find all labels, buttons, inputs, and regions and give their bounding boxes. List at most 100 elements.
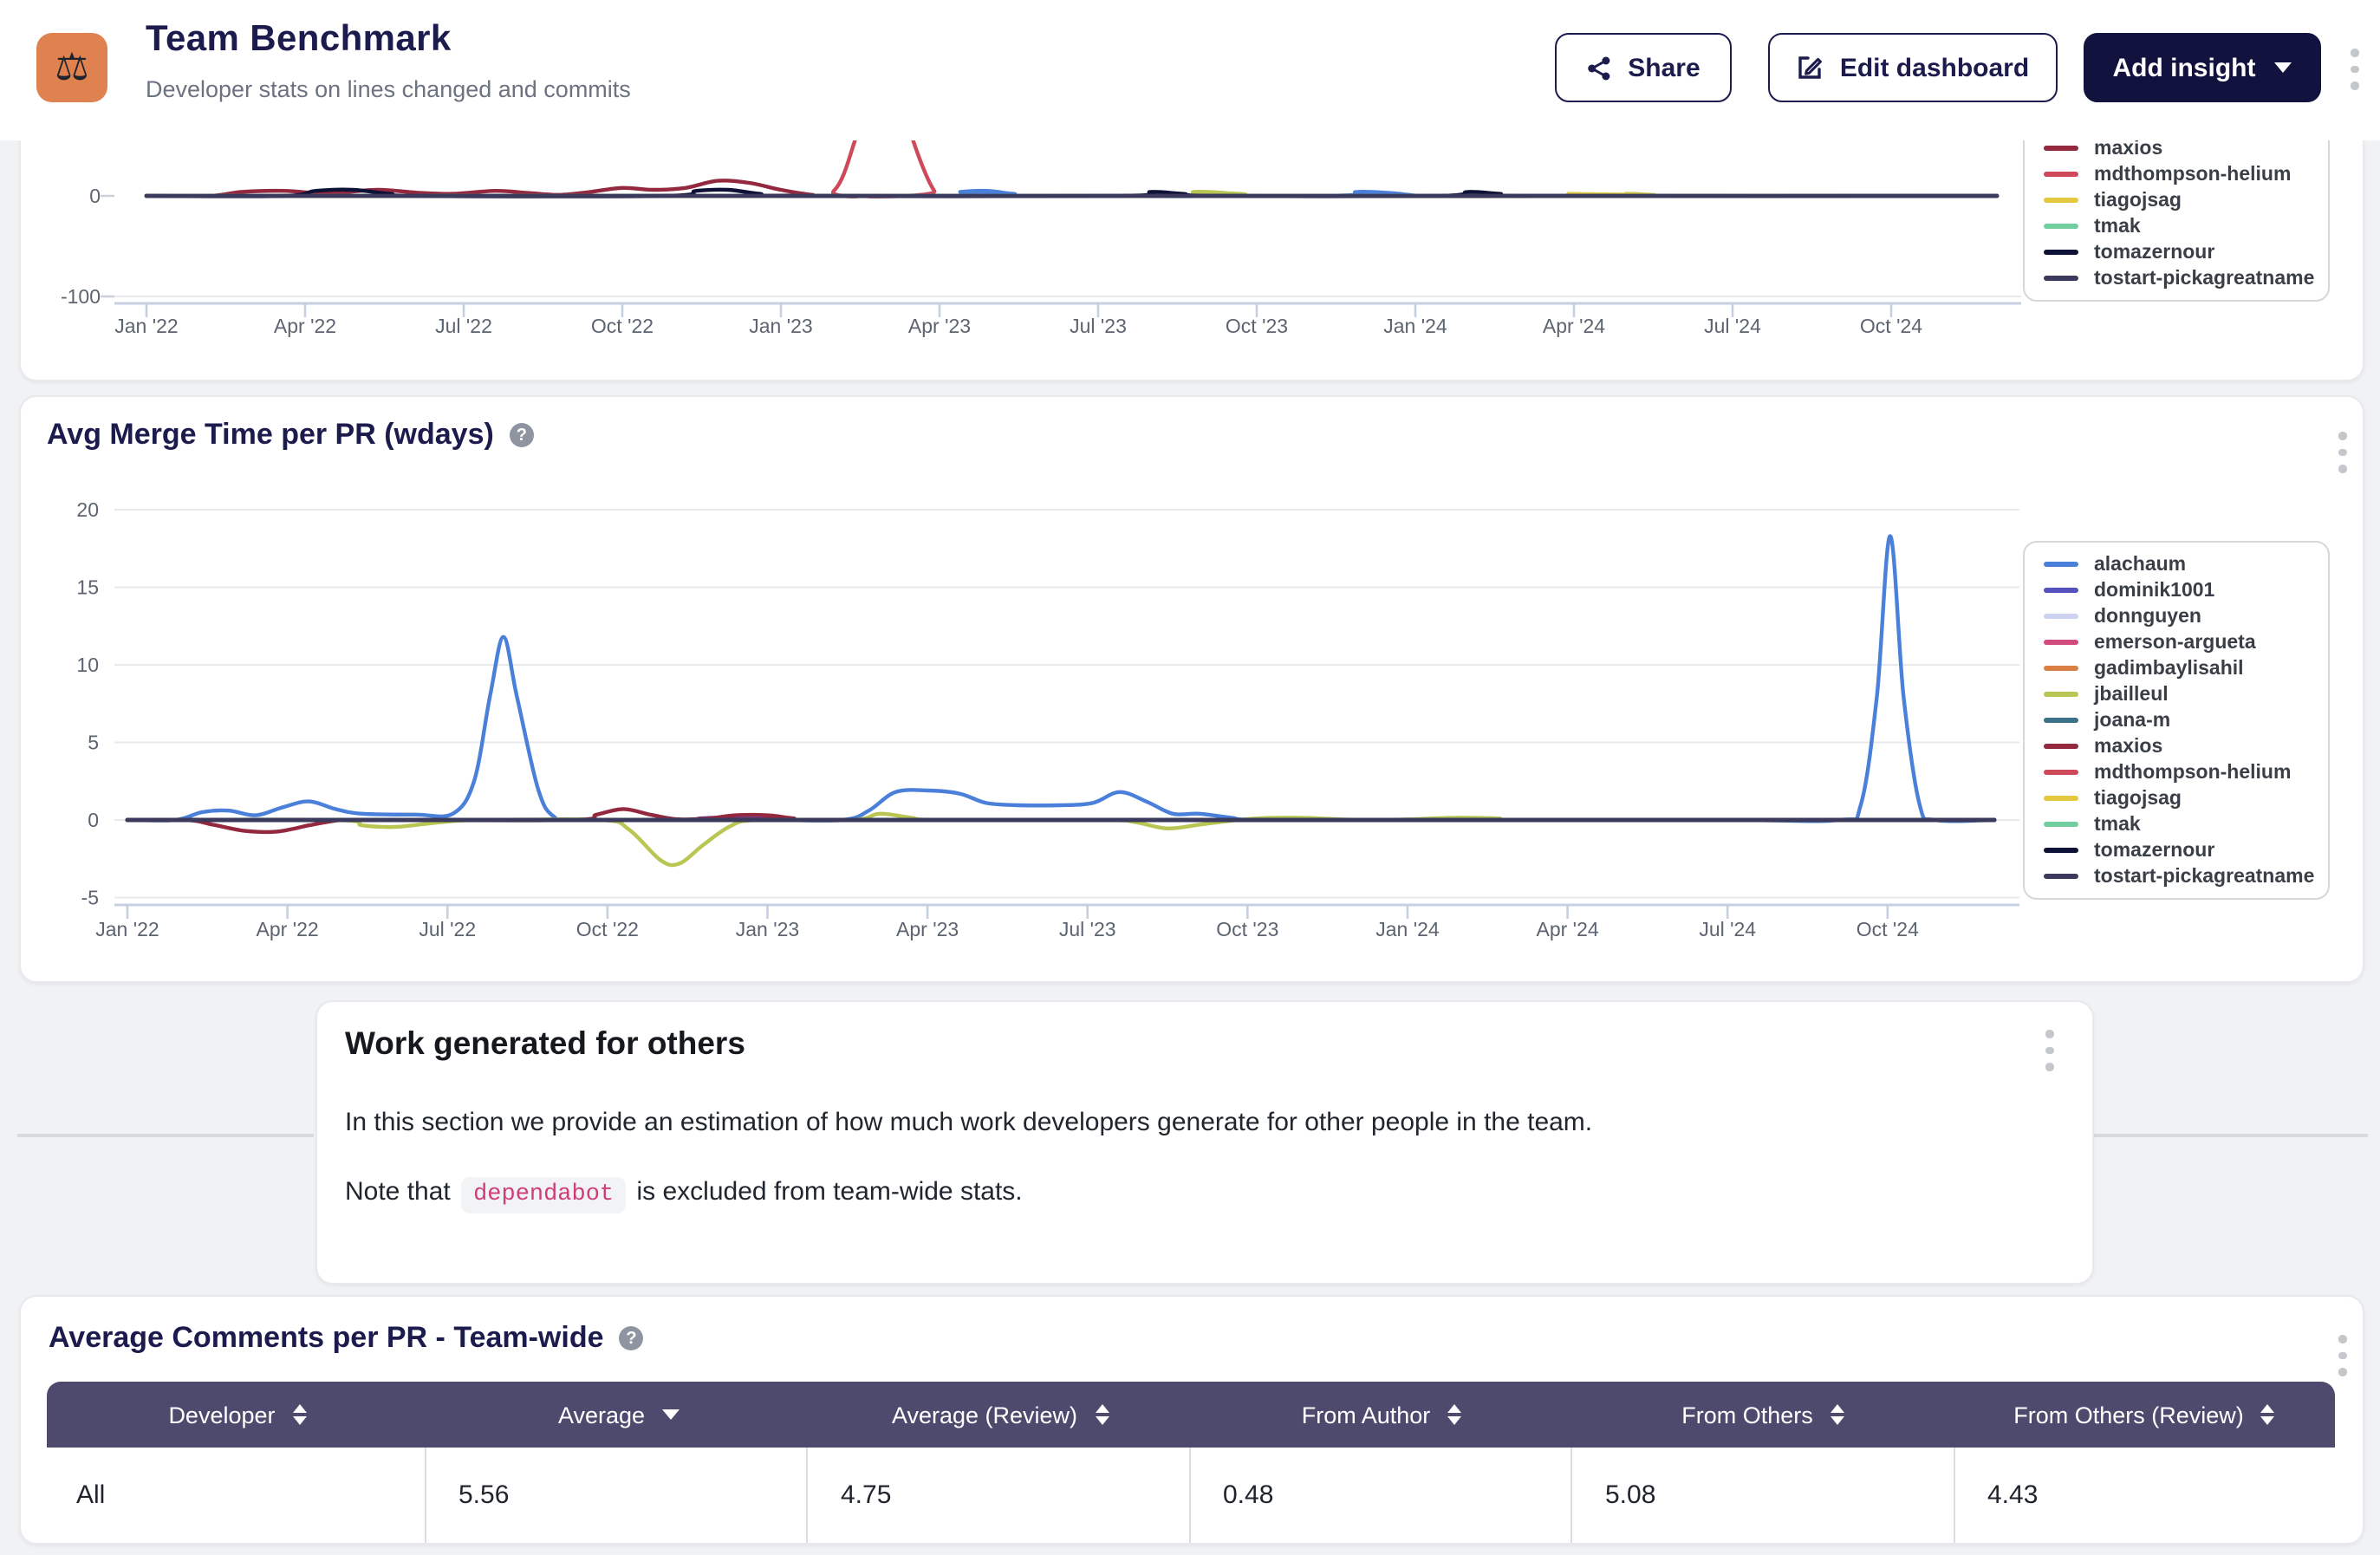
column-header-label: Average (Review)	[891, 1402, 1078, 1428]
column-header-developer[interactable]: Developer	[47, 1382, 428, 1448]
work-generated-title: Work generated for others	[345, 1025, 745, 1061]
table-cell: 5.08	[1570, 1448, 1953, 1543]
column-header-from-others-review[interactable]: From Others (Review)	[1954, 1382, 2335, 1448]
chart-legend: alachaumdominik1001donnguyenemerson-argu…	[2023, 140, 2330, 302]
svg-text:20: 20	[76, 498, 99, 521]
legend-item-donnguyen[interactable]: donnguyen	[2044, 603, 2309, 629]
legend-label: gadimbaylisahil	[2094, 658, 2244, 679]
work-generated-menu-button[interactable]	[2042, 1026, 2057, 1074]
svg-text:Oct '24: Oct '24	[1860, 315, 1922, 337]
svg-text:-5: -5	[81, 887, 99, 909]
legend-swatch	[2044, 848, 2078, 853]
add-insight-button[interactable]: Add insight	[2084, 33, 2321, 102]
legend-item-gadimbaylisahil[interactable]: gadimbaylisahil	[2044, 655, 2309, 681]
sort-both-icon	[1830, 1404, 1844, 1425]
column-header-average[interactable]: Average	[428, 1382, 810, 1448]
legend-item-mdthompson-helium[interactable]: mdthompson-helium	[2044, 759, 2309, 785]
legend-swatch	[2044, 614, 2078, 619]
legend-swatch	[2044, 874, 2078, 879]
svg-text:Jul '23: Jul '23	[1059, 918, 1116, 940]
legend-swatch	[2044, 224, 2078, 229]
legend-item-tmak[interactable]: tmak	[2044, 213, 2309, 239]
svg-text:Jul '23: Jul '23	[1070, 315, 1127, 337]
legend-item-tomazernour[interactable]: tomazernour	[2044, 239, 2309, 265]
add-insight-button-label: Add insight	[2112, 53, 2256, 82]
avg-comments-menu-button[interactable]	[2335, 1331, 2350, 1379]
avg-comments-card: Average Comments per PR - Team-wide ? De…	[19, 1295, 2364, 1545]
dependabot-code-chip: dependabot	[461, 1177, 627, 1213]
legend-item-alachaum[interactable]: alachaum	[2044, 551, 2309, 577]
legend-item-tostart-pickagreatname[interactable]: tostart-pickagreatname	[2044, 265, 2314, 291]
legend-label: tostart-pickagreatname	[2094, 268, 2315, 289]
svg-text:Oct '24: Oct '24	[1857, 918, 1919, 940]
legend-item-maxios[interactable]: maxios	[2044, 140, 2309, 161]
avg-merge-time-menu-button[interactable]	[2335, 428, 2350, 476]
table-cell: 4.43	[1953, 1448, 2335, 1543]
column-header-label: From Author	[1301, 1402, 1431, 1428]
cropped-chart-canvas[interactable]: 0 -100 Jan '22 Apr '22 Jul '22 Oct '22 Jan '23…	[21, 140, 2363, 380]
legend-swatch	[2044, 250, 2078, 255]
svg-text:Jul '24: Jul '24	[1699, 918, 1756, 940]
sort-both-icon	[1095, 1404, 1109, 1425]
table-row: All 5.56 4.75 0.48 5.08 4.43	[47, 1448, 2335, 1543]
help-icon[interactable]: ?	[509, 423, 534, 447]
edit-icon	[1799, 56, 1823, 79]
svg-text:Apr '23: Apr '23	[908, 315, 971, 337]
legend-item-tiagojsag[interactable]: tiagojsag	[2044, 785, 2309, 811]
work-generated-description: In this section we provide an estimation…	[345, 1108, 1593, 1137]
legend-item-maxios[interactable]: maxios	[2044, 733, 2309, 759]
svg-text:Jan '22: Jan '22	[114, 315, 178, 337]
table-cell: 0.48	[1188, 1448, 1570, 1543]
work-generated-note: Note that dependabot is excluded from te…	[345, 1177, 1023, 1213]
section-divider-right	[2094, 1134, 2368, 1137]
svg-text:0: 0	[89, 185, 101, 207]
column-header-average-review[interactable]: Average (Review)	[810, 1382, 1191, 1448]
svg-text:Jan '22: Jan '22	[95, 918, 159, 940]
page-header: ⚖ Team Benchmark Developer stats on line…	[0, 0, 2380, 140]
sort-both-icon	[2260, 1404, 2275, 1425]
legend-item-tomazernour[interactable]: tomazernour	[2044, 837, 2309, 863]
series-line-mdthompson-helium	[144, 140, 2000, 198]
edit-dashboard-button-label: Edit dashboard	[1839, 53, 2030, 82]
legend-item-mdthompson-helium[interactable]: mdthompson-helium	[2044, 161, 2309, 187]
legend-swatch	[2044, 146, 2078, 151]
legend-label: maxios	[2094, 140, 2163, 159]
legend-label: donnguyen	[2094, 606, 2201, 627]
legend-swatch	[2044, 770, 2078, 775]
help-icon[interactable]: ?	[619, 1326, 644, 1350]
legend-item-dominik1001[interactable]: dominik1001	[2044, 577, 2309, 603]
header-overflow-menu-button[interactable]	[2347, 45, 2362, 93]
sort-desc-icon	[662, 1409, 680, 1420]
svg-text:Oct '23: Oct '23	[1226, 315, 1288, 337]
legend-swatch	[2044, 822, 2078, 827]
legend-item-tiagojsag[interactable]: tiagojsag	[2044, 187, 2309, 213]
legend-swatch	[2044, 562, 2078, 567]
legend-swatch	[2044, 796, 2078, 801]
legend-swatch	[2044, 744, 2078, 749]
legend-label: dominik1001	[2094, 580, 2215, 601]
column-header-label: From Others	[1681, 1402, 1813, 1428]
avg-merge-time-chart-canvas[interactable]: 20 15 10 5 0 -5 Jan '22 Apr '22 Jul '22 Oct '22 Ja…	[21, 397, 2363, 981]
svg-text:Jan '23: Jan '23	[749, 315, 812, 337]
legend-item-tmak[interactable]: tmak	[2044, 811, 2309, 837]
legend-label: joana-m	[2094, 710, 2171, 731]
sort-both-icon	[1447, 1404, 1462, 1425]
svg-text:Jul '22: Jul '22	[435, 315, 492, 337]
legend-swatch	[2044, 666, 2078, 671]
legend-item-tostart-pickagreatname[interactable]: tostart-pickagreatname	[2044, 863, 2314, 889]
page-title: Team Benchmark	[146, 19, 452, 59]
legend-item-emerson-argueta[interactable]: emerson-argueta	[2044, 629, 2309, 655]
share-button[interactable]: Share	[1555, 33, 1732, 102]
legend-item-jbailleul[interactable]: jbailleul	[2044, 681, 2309, 707]
column-header-from-others[interactable]: From Others	[1572, 1382, 1954, 1448]
svg-text:Apr '24: Apr '24	[1543, 315, 1605, 337]
legend-item-joana-m[interactable]: joana-m	[2044, 707, 2309, 733]
legend-label: mdthompson-helium	[2094, 164, 2292, 185]
dashboard-icon: ⚖	[36, 33, 107, 102]
column-header-from-author[interactable]: From Author	[1191, 1382, 1572, 1448]
svg-text:-100: -100	[61, 285, 101, 308]
edit-dashboard-button[interactable]: Edit dashboard	[1768, 33, 2058, 102]
legend-label: alachaum	[2094, 554, 2187, 575]
table-header-row: Developer Average Average (Review) From Aut…	[47, 1382, 2335, 1448]
